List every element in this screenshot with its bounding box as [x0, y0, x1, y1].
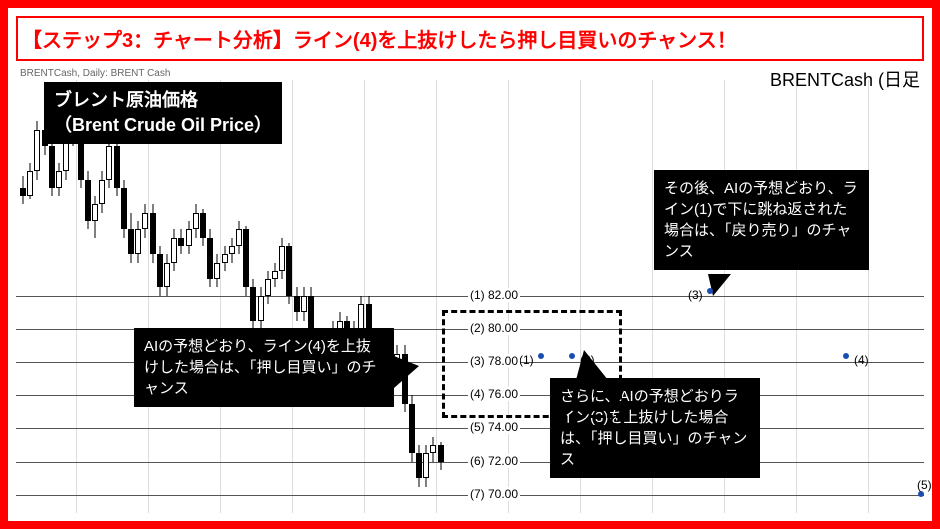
- price-line-label-3: (3) 78.00: [468, 354, 520, 368]
- header-banner: 【ステップ3：チャート分析】ライン(4)を上抜けしたら押し目買いのチャンス！: [16, 16, 924, 61]
- price-line-label-7: (7) 70.00: [468, 487, 520, 501]
- chart-subtitle-left: BRENTCash, Daily: BRENT Cash: [20, 68, 170, 79]
- chart-title-text: ブレント原油価格 （Brent Crude Oil Price）: [54, 90, 272, 135]
- forecast-label-f2: (2): [580, 353, 595, 367]
- price-line-label-5: (5) 74.00: [468, 420, 520, 434]
- forecast-dot-f3: [707, 288, 713, 294]
- outer-frame: 【ステップ3：チャート分析】ライン(4)を上抜けしたら押し目買いのチャンス！ B…: [8, 8, 932, 521]
- forecast-dot-f2: [569, 353, 575, 359]
- annotation-sell-line1: その後、AIの予想どおり、ライン(1)で下に跳ね返された場合は、「戻り売り」のチ…: [654, 170, 869, 270]
- chart-subtitle-right: BRENTCash (日足: [770, 66, 920, 92]
- header-banner-text: 【ステップ3：チャート分析】ライン(4)を上抜けしたら押し目買いのチャンス！: [22, 30, 737, 52]
- chart-title-box: ブレント原油価格 （Brent Crude Oil Price）: [44, 82, 282, 144]
- annotation-tail-1: [394, 356, 419, 388]
- annotation-sell-line1-text: その後、AIの予想どおり、ライン(1)で下に跳ね返された場合は、「戻り売り」のチ…: [664, 180, 858, 260]
- forecast-dot-f1: [538, 353, 544, 359]
- forecast-label-f3: (3): [688, 288, 703, 302]
- price-line-label-1: (1) 82.00: [468, 288, 520, 302]
- forecast-label-f5: (5): [917, 478, 932, 492]
- price-line-label-6: (6) 72.00: [468, 454, 520, 468]
- price-line-label-2: (2) 80.00: [468, 321, 520, 335]
- forecast-label-f4: (4): [854, 353, 869, 367]
- forecast-dot-f4: [843, 353, 849, 359]
- annotation-buy-line4: AIの予想どおり、ライン(4)を上抜けした場合は、「押し目買い」のチャンス: [134, 328, 394, 407]
- price-line-label-4: (4) 76.00: [468, 387, 520, 401]
- chart-area: BRENTCash, Daily: BRENT Cash BRENTCash (…: [16, 66, 924, 513]
- forecast-label-f1: (1): [519, 353, 534, 367]
- annotation-buy-line4-text: AIの予想どおり、ライン(4)を上抜けした場合は、「押し目買い」のチャンス: [144, 338, 377, 397]
